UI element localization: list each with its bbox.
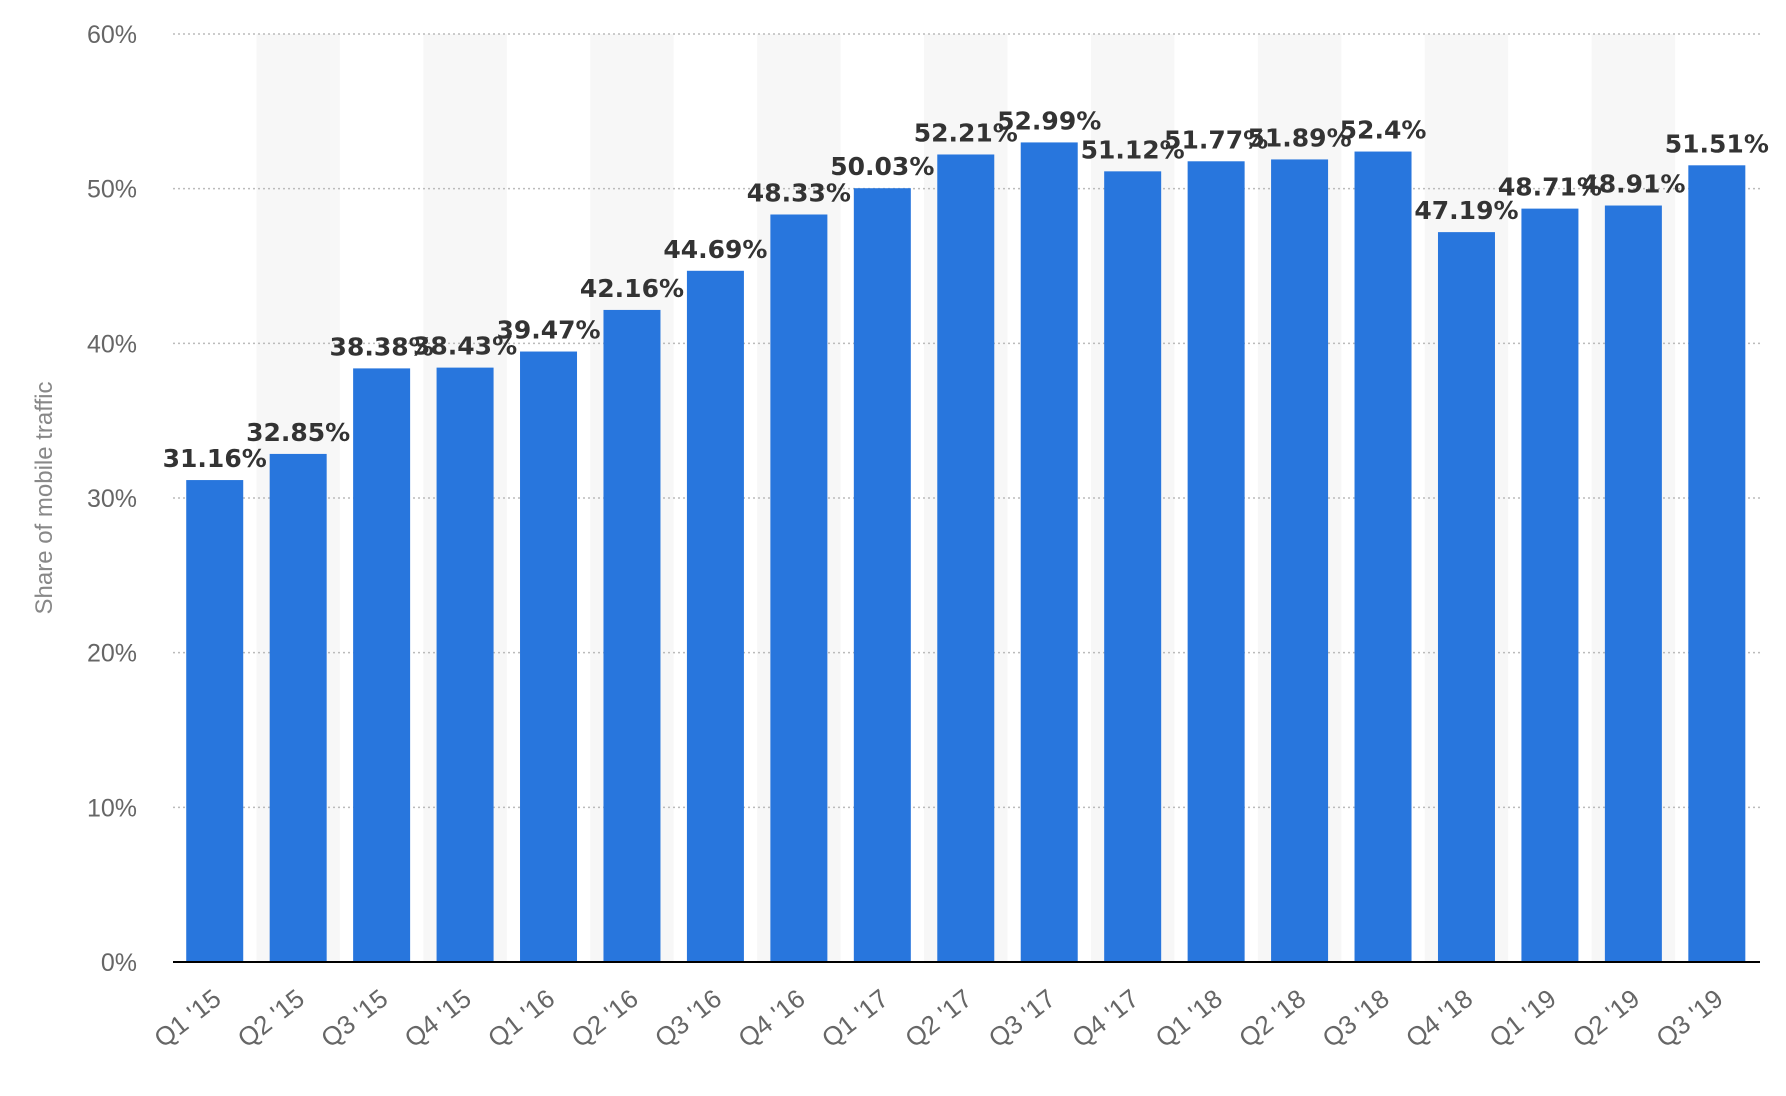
bar[interactable] — [436, 367, 494, 963]
y-axis-label: Share of mobile traffic — [31, 381, 58, 614]
x-tick-label: Q2 '16 — [565, 983, 643, 1053]
x-axis-ticks: Q1 '15 Q2 '15 Q3 '15 Q4 '15 Q1 '16 Q2 '16 Q3 '… — [148, 983, 1728, 1053]
data-label: 51.89% — [1248, 123, 1352, 152]
bar[interactable] — [1187, 161, 1245, 963]
bar[interactable] — [853, 188, 911, 963]
bars — [186, 142, 1746, 963]
data-label: 48.71% — [1498, 173, 1602, 202]
y-tick-label: 0% — [101, 949, 137, 977]
x-tick-label: Q2 '15 — [232, 983, 310, 1053]
data-label: 39.47% — [496, 316, 600, 345]
data-label: 32.85% — [246, 418, 350, 447]
y-tick-label: 40% — [87, 330, 137, 358]
y-tick-label: 20% — [87, 640, 137, 668]
bar[interactable] — [1354, 151, 1412, 963]
x-tick-label: Q4 '16 — [732, 983, 810, 1053]
y-tick-label: 50% — [87, 176, 137, 204]
bar[interactable] — [353, 368, 411, 962]
x-tick-label: Q2 '17 — [899, 983, 977, 1053]
data-label: 51.77% — [1164, 125, 1268, 154]
data-label: 42.16% — [580, 274, 684, 303]
y-tick-label: 60% — [87, 21, 137, 49]
x-tick-label: Q4 '18 — [1400, 983, 1478, 1053]
data-label: 47.19% — [1414, 196, 1518, 225]
bar[interactable] — [520, 351, 578, 963]
bar[interactable] — [269, 453, 327, 962]
x-tick-label: Q1 '19 — [1483, 983, 1561, 1053]
data-labels: 31.16%32.85% 38.38%38.43%39.47% 42.16% 44.6… — [163, 106, 1769, 473]
bar[interactable] — [1104, 171, 1162, 962]
x-tick-label: Q2 '19 — [1567, 983, 1645, 1053]
x-tick-label: Q2 '18 — [1233, 983, 1311, 1053]
data-label: 52.4% — [1340, 116, 1427, 145]
data-label: 51.12% — [1081, 135, 1185, 164]
data-label: 38.38% — [330, 332, 434, 361]
x-tick-label: Q3 '18 — [1317, 983, 1395, 1053]
x-tick-label: Q3 '19 — [1650, 983, 1728, 1053]
data-label: 51.51% — [1665, 129, 1769, 158]
data-label: 44.69% — [663, 235, 767, 264]
bar[interactable] — [1688, 165, 1746, 962]
x-tick-label: Q1 '15 — [148, 983, 226, 1053]
x-tick-label: Q3 '16 — [649, 983, 727, 1053]
bar[interactable] — [686, 270, 744, 962]
x-tick-label: Q3 '15 — [315, 983, 393, 1053]
x-tick-label: Q4 '15 — [399, 983, 477, 1053]
bar[interactable] — [770, 214, 828, 963]
bar[interactable] — [1604, 205, 1662, 962]
data-label: 52.99% — [997, 106, 1101, 135]
x-tick-label: Q1 '17 — [816, 983, 894, 1053]
data-label: 52.21% — [914, 118, 1018, 147]
bar[interactable] — [186, 480, 244, 962]
x-tick-label: Q1 '16 — [482, 983, 560, 1053]
bar[interactable] — [603, 309, 661, 963]
data-label: 50.03% — [830, 152, 934, 181]
y-axis-ticks: 0% 10% 20% 30% 40% 50% 60% — [87, 21, 137, 977]
x-tick-label: Q3 '17 — [983, 983, 1061, 1053]
bar[interactable] — [1437, 232, 1495, 963]
data-label: 38.43% — [413, 332, 517, 361]
x-tick-label: Q4 '17 — [1066, 983, 1144, 1053]
bar[interactable] — [1020, 142, 1078, 962]
data-label: 48.91% — [1581, 170, 1685, 199]
bar[interactable] — [1521, 208, 1579, 963]
data-label: 31.16% — [163, 444, 267, 473]
y-tick-label: 30% — [87, 485, 137, 513]
x-tick-label: Q1 '18 — [1150, 983, 1228, 1053]
y-tick-label: 10% — [87, 794, 137, 822]
bar[interactable] — [937, 154, 995, 962]
bar[interactable] — [1271, 159, 1329, 962]
data-label: 48.33% — [747, 178, 851, 207]
